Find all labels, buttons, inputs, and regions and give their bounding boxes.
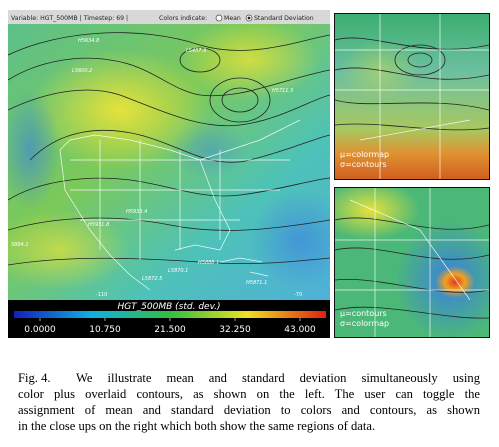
caption-line: color plus overlaid contours, as shown o… bbox=[18, 387, 480, 401]
contour-label: 5884.1 bbox=[11, 242, 29, 248]
radio-dot bbox=[247, 16, 251, 20]
caption-line: Fig. 4. We illustrate mean and standard d… bbox=[18, 370, 480, 386]
contour-label: L5600.2 bbox=[72, 68, 92, 74]
colorbar-tick-label: 0.0000 bbox=[24, 325, 56, 335]
contour-label: H5634.8 bbox=[78, 38, 99, 44]
closeup-legend: σ=colormap bbox=[340, 319, 389, 328]
radio-label[interactable]: Standard Deviation bbox=[254, 15, 314, 22]
closeup-legend: μ=contours bbox=[340, 309, 387, 318]
contour-label: H5931.8 bbox=[88, 222, 109, 228]
variable-label: Variable: HGT_500MB | Timestep: 69 | bbox=[11, 15, 128, 22]
closeup bbox=[335, 188, 489, 337]
colors-label: Colors indicate: bbox=[159, 15, 207, 22]
radio-button[interactable] bbox=[215, 14, 223, 22]
colorbar-tick-label: 32.250 bbox=[219, 325, 251, 335]
caption: Fig. 4. We illustrate mean and standard d… bbox=[18, 370, 480, 434]
caption-line: in the close ups on the right which both… bbox=[18, 419, 376, 433]
caption-text: We illustrate mean and standard deviatio… bbox=[76, 371, 480, 385]
longitude-label: -110 bbox=[96, 292, 107, 298]
contour-label: L5870.1 bbox=[168, 268, 188, 274]
colorbar-title: HGT_500MB (std. dev.) bbox=[117, 302, 220, 312]
closeup bbox=[335, 14, 489, 179]
contour-label: H5933.4 bbox=[126, 209, 147, 215]
colorbar-tick-label: 43.000 bbox=[284, 325, 316, 335]
longitude-label: -70 bbox=[294, 292, 302, 298]
caption-line: assignment of mean and standard deviatio… bbox=[18, 403, 480, 417]
contour-label: L5872.5 bbox=[142, 276, 162, 282]
colorbar-tick-label: 10.750 bbox=[89, 325, 121, 335]
figure: Variable: HGT_500MB | Timestep: 69 | Col… bbox=[8, 10, 490, 338]
closeup-legend: μ=colormap bbox=[340, 150, 389, 159]
colorbar-panel bbox=[8, 300, 330, 338]
contour-label: H5711.3 bbox=[272, 88, 293, 94]
contour-label: H5888.1 bbox=[198, 260, 219, 266]
caption-label: Fig. 4. bbox=[18, 371, 51, 385]
radio-label[interactable]: Mean bbox=[224, 15, 241, 22]
contour-label: L5437.9 bbox=[186, 48, 206, 54]
map bbox=[8, 24, 330, 300]
closeup-legend: σ=contours bbox=[340, 160, 387, 169]
colorbar-tick-label: 21.500 bbox=[154, 325, 186, 335]
colorbar bbox=[14, 311, 326, 318]
contour-label: H5871.1 bbox=[246, 280, 267, 286]
